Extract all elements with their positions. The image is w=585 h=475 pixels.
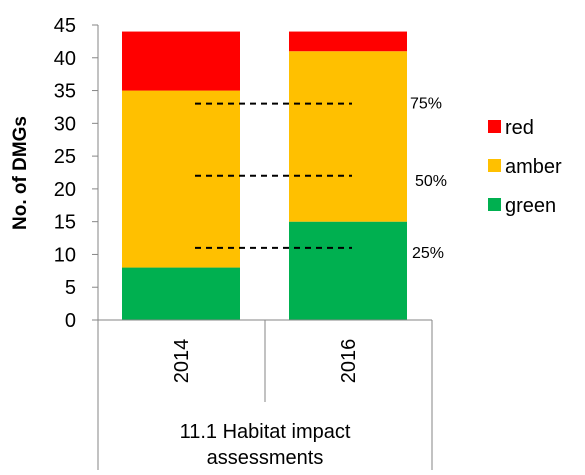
reference-label-75pct: 75% (410, 96, 442, 113)
bar-red-2014 (122, 31, 240, 91)
bars-layer (122, 31, 407, 320)
bar-red-2016 (289, 31, 407, 52)
reference-lines-layer: 25% 50% 75% (195, 96, 447, 262)
reference-label-25pct: 25% (412, 245, 444, 262)
y-tick-label-5: 5 (65, 277, 76, 299)
bar-amber-2014 (122, 90, 240, 268)
legend-swatch-red (488, 120, 501, 133)
y-axis-label: No. of DMGs (10, 116, 31, 230)
bar-green-2014 (122, 267, 240, 320)
legend-swatch-amber (488, 159, 501, 172)
bar-green-2016 (289, 221, 407, 320)
x-group-label-line-2: assessments (207, 447, 324, 469)
x-category-label-2014: 2014 (171, 339, 193, 384)
y-tick-label-25: 25 (54, 146, 76, 168)
y-tick-label-20: 20 (54, 179, 76, 201)
y-tick-label-30: 30 (54, 113, 76, 135)
reference-label-50pct: 50% (415, 173, 447, 190)
bar-amber-2016 (289, 51, 407, 222)
x-group-label-line-1: 11.1 Habitat impact (180, 421, 351, 443)
legend-label-red: red (505, 117, 534, 139)
legend: red amber green (488, 117, 562, 217)
x-category-label-2016: 2016 (338, 339, 360, 384)
legend-swatch-green (488, 198, 501, 211)
axes-layer: 0 5 10 15 20 25 30 35 40 45 2014 2016 11.1 Habitat i… (54, 15, 433, 470)
legend-label-green: green (505, 195, 556, 217)
y-tick-label-35: 35 (54, 81, 76, 103)
y-tick-label-45: 45 (54, 15, 76, 37)
y-tick-label-10: 10 (54, 244, 76, 266)
y-tick-label-0: 0 (65, 310, 76, 332)
legend-label-amber: amber (505, 156, 562, 178)
y-tick-label-40: 40 (54, 48, 76, 70)
y-tick-label-15: 15 (54, 212, 76, 234)
